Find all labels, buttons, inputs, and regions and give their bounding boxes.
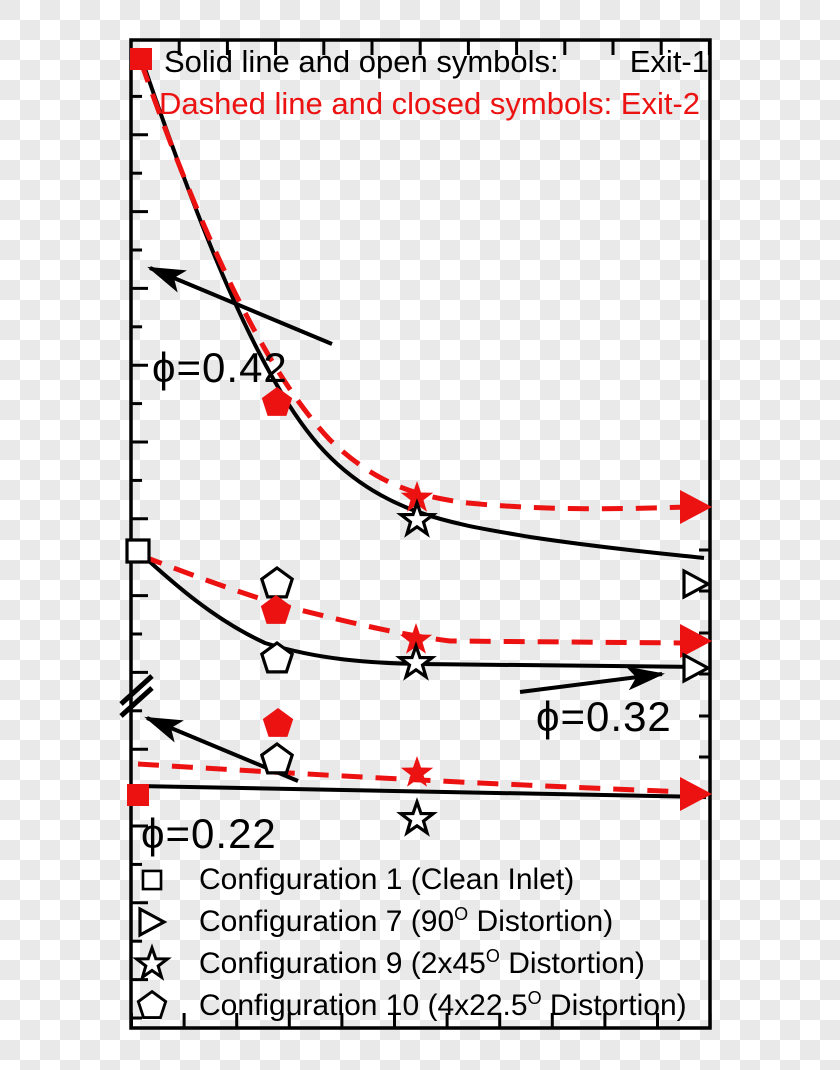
legend-open-triangle-icon bbox=[138, 907, 166, 937]
marker-open-square-phi032 bbox=[125, 538, 151, 564]
axis-break-mark bbox=[119, 674, 154, 718]
legend-item-config7-label: Configuration 7 (90 bbox=[199, 905, 455, 938]
marker-open-pentagon-high-phi032 bbox=[260, 566, 294, 599]
legend-item-config10-sup: O bbox=[527, 988, 542, 1008]
curve-dashed-phi042 bbox=[138, 61, 689, 512]
header-line1-value: Exit-1 bbox=[629, 44, 709, 79]
header-line2: Dashed line and closed symbols: Exit-2 bbox=[159, 86, 701, 121]
annotation-phi-022: ϕ=0.22 bbox=[141, 810, 277, 857]
marker-closed-pentagon-phi022 bbox=[262, 708, 294, 737]
marker-closed-pentagon-phi042 bbox=[261, 387, 293, 416]
legend-item-config10-label-end: Distortion) bbox=[541, 989, 687, 1022]
annotation-phi-032: ϕ=0.32 bbox=[536, 693, 672, 740]
legend-open-pentagon-icon bbox=[136, 990, 168, 1020]
legend-item-config7-label-end: Distortion) bbox=[468, 905, 614, 938]
arrow-phi042 bbox=[147, 266, 333, 346]
marker-closed-triangle-phi042 bbox=[680, 490, 712, 524]
legend-item-config10-label: Configuration 10 (4x22.5 bbox=[199, 989, 528, 1022]
header-line1-label: Solid line and open symbols: bbox=[164, 44, 559, 79]
marker-open-triangle-phi042 bbox=[682, 569, 710, 599]
marker-closed-triangle-phi032 bbox=[680, 624, 712, 658]
marker-open-star-phi022 bbox=[399, 800, 435, 835]
legend-item-config1-label: Configuration 1 (Clean Inlet) bbox=[199, 863, 575, 896]
arrow-phi032 bbox=[519, 666, 665, 694]
marker-closed-triangle-phi022 bbox=[680, 777, 712, 811]
axis-ticks-right bbox=[699, 548, 710, 759]
legend-item-config7: Configuration 7 (90O Distortion) bbox=[199, 905, 613, 938]
marker-closed-square-phi042 bbox=[130, 48, 152, 70]
marker-closed-pentagon-phi032 bbox=[260, 595, 292, 624]
legend-open-star-icon bbox=[135, 946, 169, 979]
legend-item-config9-sup: O bbox=[485, 946, 500, 966]
marker-open-triangle-phi032 bbox=[682, 653, 710, 683]
legend-item-config9-label: Configuration 9 (2x45 bbox=[199, 947, 486, 980]
marker-open-pentagon-phi022 bbox=[260, 742, 294, 775]
marker-closed-square-phi022 bbox=[127, 784, 149, 806]
curve-dashed-phi022 bbox=[137, 761, 689, 795]
legend-item-config1: Configuration 1 (Clean Inlet) bbox=[199, 863, 574, 896]
legend-item-config9-label-end: Distortion) bbox=[499, 947, 645, 980]
marker-open-star-phi032 bbox=[398, 644, 434, 679]
legend-item-config9: Configuration 9 (2x45O Distortion) bbox=[199, 947, 645, 980]
legend-open-square-icon bbox=[141, 869, 163, 891]
curve-solid-phi042 bbox=[139, 56, 705, 560]
curve-solid-phi032 bbox=[137, 550, 703, 669]
annotation-phi-042: ϕ=0.42 bbox=[152, 344, 288, 391]
curve-solid-phi022 bbox=[136, 784, 707, 799]
plot-border bbox=[129, 38, 712, 1030]
legend-item-config7-sup: O bbox=[454, 904, 469, 924]
header-line1: Solid line and open symbols: Exit-1 bbox=[164, 44, 709, 79]
legend-item-config10: Configuration 10 (4x22.5O Distortion) bbox=[199, 989, 687, 1022]
